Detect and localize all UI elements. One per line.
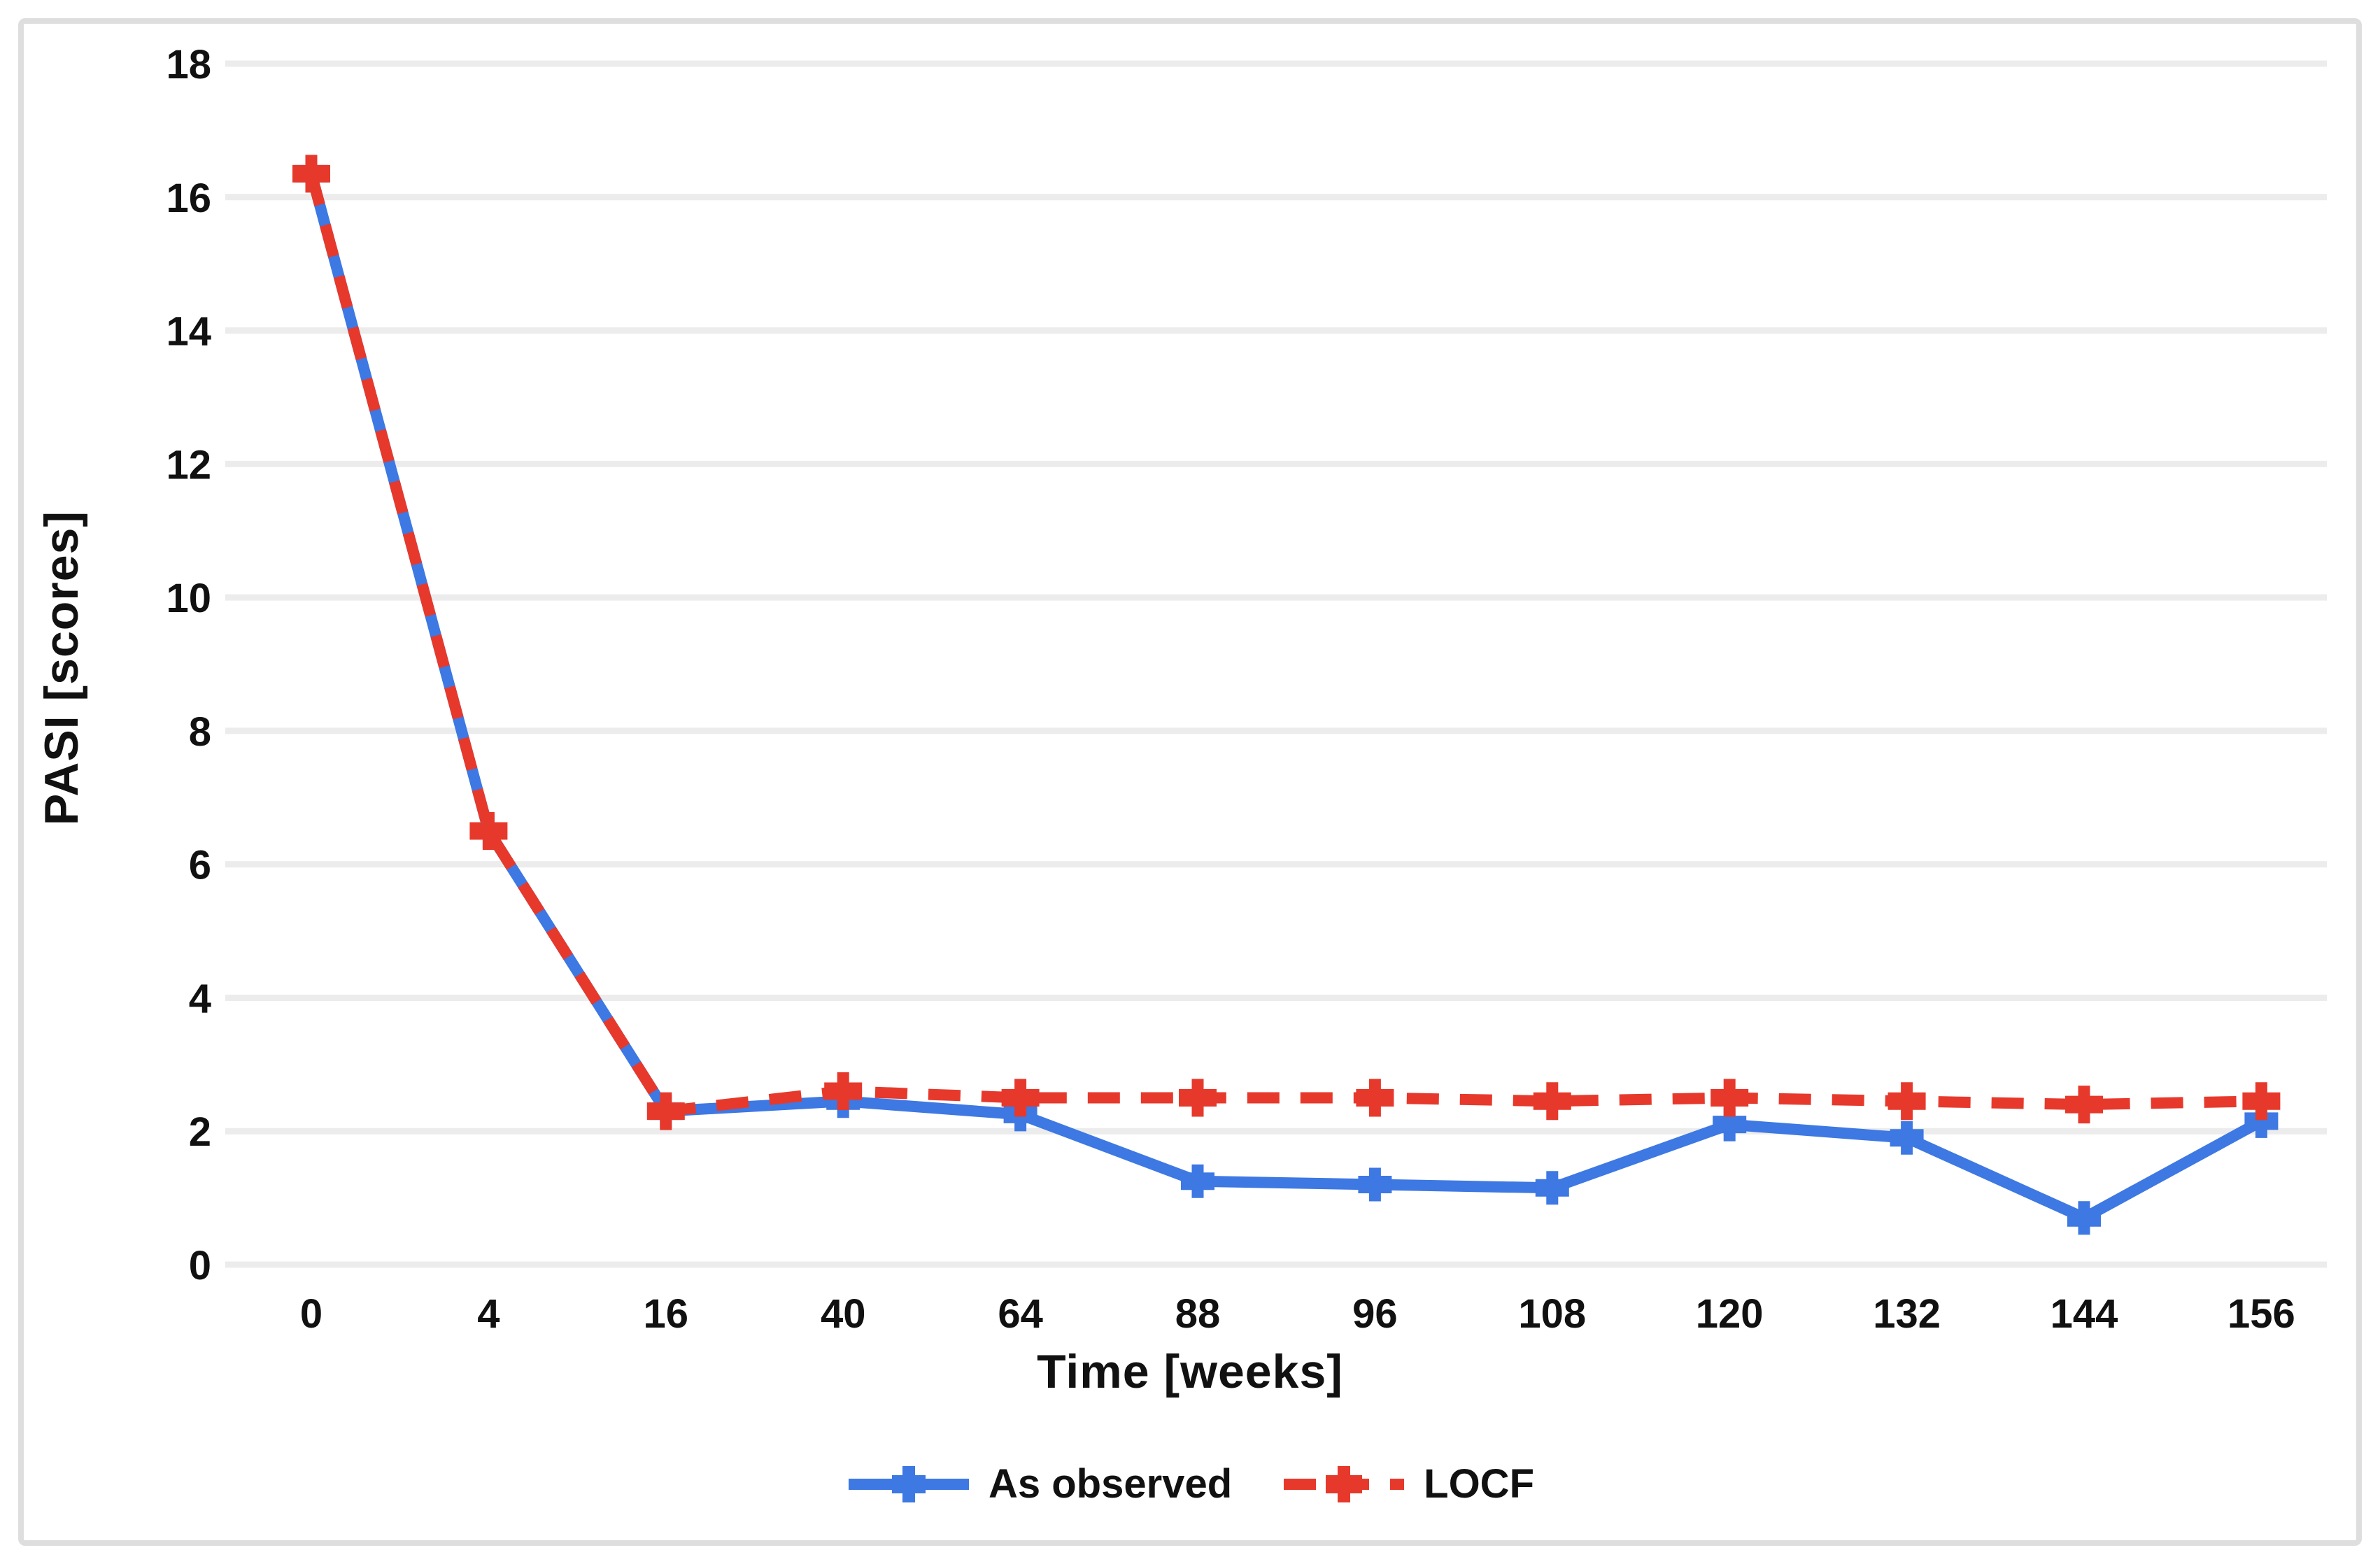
svg-text:4: 4 — [189, 976, 211, 1021]
svg-text:108: 108 — [1518, 1291, 1586, 1337]
y-axis-title: PASI [scores] — [35, 510, 88, 826]
legend-label-locf: LOCF — [1424, 1461, 1534, 1507]
svg-text:40: 40 — [821, 1291, 866, 1337]
screenshot-border-frame — [18, 18, 2362, 1546]
legend-item-as-observed: As observed — [846, 1460, 1232, 1507]
svg-text:12: 12 — [166, 442, 211, 488]
svg-text:14: 14 — [166, 309, 211, 355]
svg-text:156: 156 — [2227, 1291, 2295, 1337]
svg-text:144: 144 — [2050, 1291, 2118, 1337]
x-tick-labels: 0 4 16 40 64 88 96 108 120 132 144 156 — [300, 1291, 2295, 1337]
chart-legend: As observed LOCF — [0, 1460, 2380, 1507]
svg-text:120: 120 — [1696, 1291, 1764, 1337]
svg-text:6: 6 — [189, 843, 211, 888]
svg-text:8: 8 — [189, 709, 211, 755]
svg-text:4: 4 — [477, 1291, 500, 1337]
svg-text:2: 2 — [189, 1109, 211, 1155]
svg-text:88: 88 — [1175, 1291, 1221, 1337]
gridlines — [225, 60, 2327, 1268]
svg-text:132: 132 — [1873, 1291, 1941, 1337]
svg-text:16: 16 — [644, 1291, 689, 1337]
series-as-observed — [295, 157, 2279, 1235]
legend-swatch-solid-line-icon — [848, 1465, 969, 1502]
series-locf — [292, 155, 2281, 1130]
y-tick-labels: 0 2 4 6 8 10 12 14 16 18 — [166, 42, 211, 1288]
svg-text:64: 64 — [998, 1291, 1043, 1337]
x-axis-title: Time [weeks] — [1037, 1345, 1343, 1398]
svg-text:0: 0 — [300, 1291, 323, 1337]
svg-text:10: 10 — [166, 576, 211, 621]
legend-label-as-observed: As observed — [988, 1461, 1233, 1507]
svg-text:18: 18 — [166, 42, 211, 87]
legend-item-locf: LOCF — [1281, 1460, 1534, 1507]
svg-text:16: 16 — [166, 176, 211, 221]
svg-text:0: 0 — [189, 1243, 211, 1288]
legend-swatch-dashed-line-icon — [1284, 1465, 1405, 1502]
svg-text:96: 96 — [1352, 1291, 1398, 1337]
